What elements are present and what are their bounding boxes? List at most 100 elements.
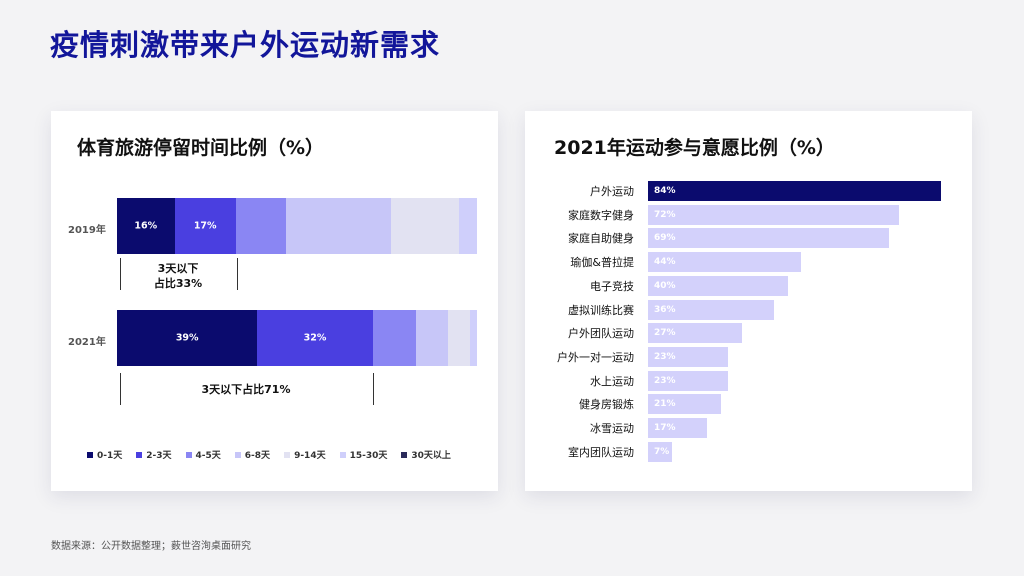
bar-data-label: 39% — [175, 332, 199, 344]
bar — [648, 323, 743, 344]
bar — [648, 441, 673, 462]
bar-row: 室内团队运动 7% — [525, 441, 972, 462]
bar-value-label: 23% — [654, 375, 676, 386]
bar-value-label: 69% — [654, 233, 676, 244]
bar-category-label: 虚拟训练比赛 — [568, 303, 634, 317]
legend-item: 30天以上 — [401, 448, 451, 461]
bar-category-label: 户外团队运动 — [568, 327, 634, 341]
bar-segment-9-14天 — [390, 198, 459, 254]
bar — [648, 228, 889, 249]
bar-category-label: 家庭数字健身 — [568, 208, 634, 222]
bracket-2021 — [120, 373, 374, 405]
bar-value-label: 84% — [654, 186, 676, 196]
bar-category-label: 户外运动 — [590, 185, 634, 198]
legend-label: 4-5天 — [195, 451, 221, 461]
bar-row: 户外团队运动 27% — [525, 323, 972, 344]
legend-swatch — [136, 451, 143, 458]
bar-value-label: 27% — [654, 328, 676, 339]
legend-swatch — [401, 451, 408, 458]
bar-category-label: 电子竞技 — [590, 279, 634, 293]
bar-row: 户外一对一运动 23% — [525, 346, 972, 367]
bar-segment-2-3天 — [174, 198, 236, 254]
bar-value-label: 21% — [654, 399, 676, 410]
legend-label: 15-30天 — [349, 451, 388, 461]
bar-category-label: 水上运动 — [590, 374, 634, 388]
legend-swatch — [339, 451, 346, 458]
bar-segment-2-3天 — [257, 310, 373, 366]
bar-row: 健身房锻炼 21% — [525, 394, 972, 415]
bar-row: 瑜伽&普拉提 44% — [525, 252, 972, 273]
bar-value-label: 40% — [654, 280, 676, 291]
bar-value-label: 72% — [654, 209, 676, 220]
bar — [648, 204, 900, 225]
bar-row: 虚拟训练比赛 36% — [525, 299, 972, 320]
bar — [648, 346, 729, 367]
bar-category-label: 冰雪运动 — [590, 422, 634, 435]
legend-swatch — [284, 451, 291, 458]
note-2019-line2: 占比33% — [153, 277, 203, 290]
bar-segment-0-1天 — [117, 310, 258, 366]
bar-row: 水上运动 23% — [525, 370, 972, 391]
year-label-2019: 2019年 — [68, 225, 106, 236]
bar — [648, 299, 774, 320]
data-source-note: 数据来源：公开数据整理；薮世咨洵桌面研究 — [51, 541, 251, 552]
bar-value-label: 7% — [654, 446, 670, 457]
bar — [648, 394, 722, 415]
legend-label: 2-3天 — [146, 451, 172, 461]
legend-item: 15-30天 — [339, 448, 388, 461]
bar-category-label: 瑜伽&普拉提 — [570, 256, 634, 270]
note-2019: 3天以下 占比33% — [120, 261, 236, 291]
bar-segment-0-1天 — [117, 198, 175, 254]
bracket-2019 — [120, 258, 238, 290]
participation-card: 2021年运动参与意愿比例（%） 户外运动 84% 家庭数字健身 72% 家庭自助健身 6… — [525, 111, 972, 491]
legend-item: 2-3天 — [136, 448, 172, 461]
bar-row: 电子竞技 40% — [525, 275, 972, 296]
bar-segment-9-14天 — [448, 310, 470, 366]
legend-label: 6-8天 — [244, 451, 271, 461]
stay-duration-card: 体育旅游停留时间比例（%） 2019年 16% 17% 3天以下 占比33% 20… — [51, 111, 498, 491]
page-title: 疫情刺激带来户外运动新需求 — [50, 28, 441, 62]
legend-item: 4-5天 — [185, 448, 221, 461]
bar-data-label: 32% — [303, 332, 327, 344]
legend-label: 9-14天 — [294, 451, 326, 461]
stay-duration-title: 体育旅游停留时间比例（%） — [77, 137, 325, 159]
bar — [648, 275, 788, 296]
legend-swatch — [185, 451, 192, 458]
bar-row: 户外运动 84% — [525, 181, 972, 201]
note-2021: 3天以下占比71% — [201, 383, 291, 396]
legend-item: 0-1天 — [87, 448, 122, 461]
bar-segment-4-5天 — [235, 198, 287, 254]
bar-category-label: 家庭自助健身 — [568, 232, 634, 246]
bar-category-label: 户外一对一运动 — [557, 350, 634, 364]
year-label-2021: 2021年 — [68, 337, 106, 348]
legend-item: 6-8天 — [234, 448, 271, 461]
bar — [648, 418, 708, 438]
bar-value-label: 44% — [654, 257, 676, 268]
bar-row: 家庭自助健身 69% — [525, 228, 972, 249]
legend-swatch — [234, 451, 241, 458]
bar — [648, 181, 941, 201]
note-2019-line1: 3天以下 — [157, 262, 199, 275]
bar-segment-6-8天 — [286, 198, 391, 254]
bar-category-label: 健身房锻炼 — [579, 398, 634, 412]
legend-label: 0-1天 — [97, 451, 123, 461]
bar-segment-15-30天 — [459, 198, 477, 254]
bar-data-label: 17% — [193, 220, 217, 232]
legend-item: 9-14天 — [284, 448, 326, 461]
legend-label: 30天以上 — [411, 451, 451, 461]
participation-title: 2021年运动参与意愿比例（%） — [554, 137, 835, 159]
legend: 0-1天 2-3天 4-5天 6-8天 9-14天 15-30天 30天以上 — [87, 448, 451, 461]
stacked-bar-2019: 16% 17% — [117, 198, 477, 254]
bar-data-label: 16% — [134, 220, 158, 232]
bar — [648, 370, 729, 391]
bar-value-label: 23% — [654, 351, 676, 362]
bar — [648, 252, 802, 273]
stacked-bar-2021: 39% 32% — [117, 310, 477, 366]
bar-row: 冰雪运动 17% — [525, 418, 972, 438]
bar-value-label: 36% — [654, 304, 676, 315]
bar-segment-15-30天 — [469, 310, 477, 366]
bar-category-label: 室内团队运动 — [568, 445, 634, 459]
legend-swatch — [87, 451, 93, 458]
bar-segment-6-8天 — [415, 310, 449, 366]
bar-value-label: 17% — [654, 423, 676, 433]
